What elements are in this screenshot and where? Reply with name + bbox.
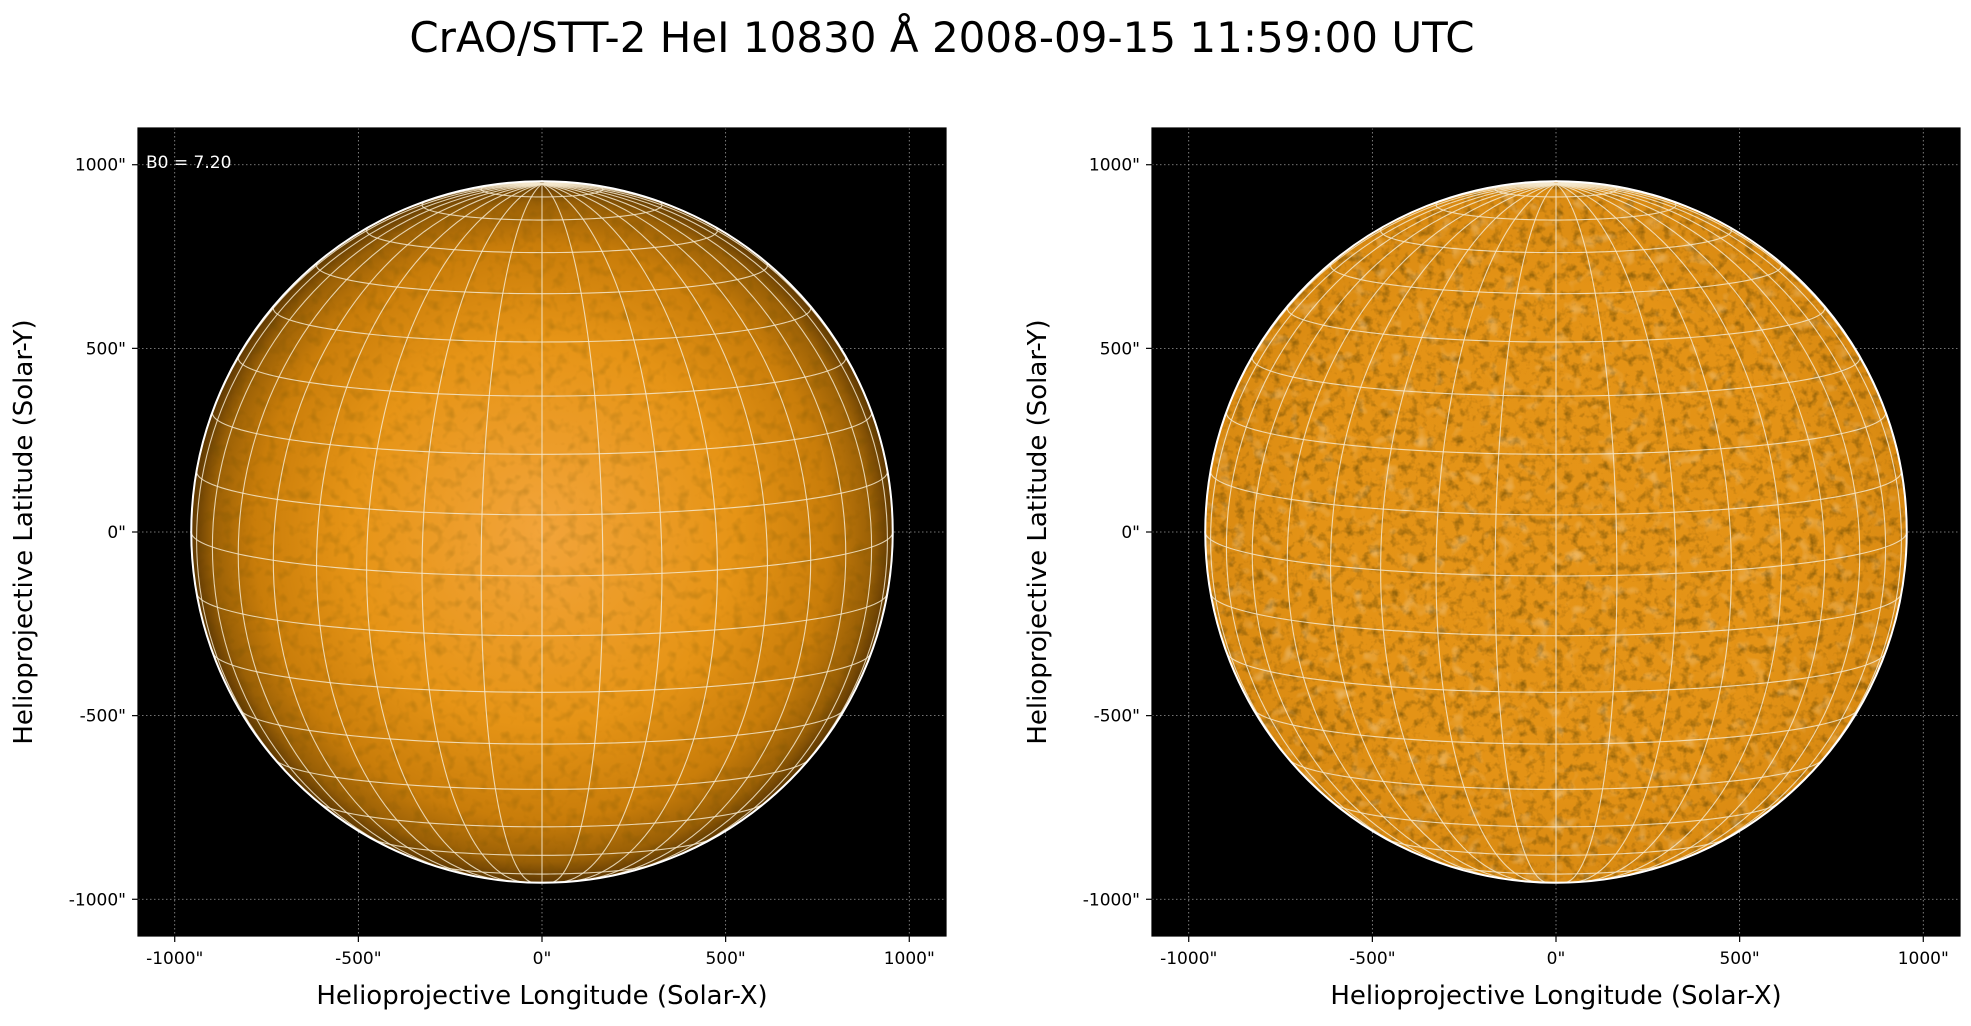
b0-annotation: B0 = 7.20 (146, 153, 231, 173)
x-tick-label: 500" (1719, 949, 1759, 969)
right-solar-map-panel: -1000" -1000" -500" -500" 0" 0" 500" 500" 1000" 1… (1023, 127, 1961, 1011)
y-tick-label: -500" (1094, 707, 1140, 727)
left-solar-map-panel: -1000" -1000" -500" -500" 0" 0" 500" 500" 1000" 1… (9, 127, 947, 1011)
x-tick-label: 1000" (1898, 949, 1949, 969)
x-axis-label: Helioprojective Longitude (Solar-X) (1330, 981, 1781, 1011)
y-axis-label: Helioprojective Latitude (Solar-Y) (1023, 319, 1053, 744)
x-tick-label: 500" (705, 949, 745, 969)
y-tick-label: 1000" (1089, 156, 1140, 176)
y-tick-label: 0" (107, 523, 126, 543)
y-tick-label: 1000" (75, 156, 126, 176)
y-tick-label: -1000" (1083, 890, 1140, 910)
y-tick-label: 500" (86, 339, 126, 359)
x-tick-label: 0" (533, 949, 552, 969)
y-tick-label: -500" (80, 707, 126, 727)
y-tick-label: -1000" (69, 890, 126, 910)
x-tick-label: 0" (1547, 949, 1566, 969)
y-axis-label: Helioprojective Latitude (Solar-Y) (9, 319, 39, 744)
x-tick-label: 1000" (884, 949, 935, 969)
y-tick-label: 0" (1121, 523, 1140, 543)
x-tick-label: -1000" (146, 949, 203, 969)
figure-title: CrAO/STT-2 HeI 10830 Å 2008-09-15 11:59:… (409, 12, 1474, 62)
solar-limb (1204, 180, 1908, 884)
y-tick-label: 500" (1100, 339, 1140, 359)
x-tick-label: -1000" (1160, 949, 1217, 969)
x-axis-label: Helioprojective Longitude (Solar-X) (316, 981, 767, 1011)
x-tick-label: -500" (1349, 949, 1395, 969)
solar-limb (190, 180, 894, 884)
x-tick-label: -500" (335, 949, 381, 969)
